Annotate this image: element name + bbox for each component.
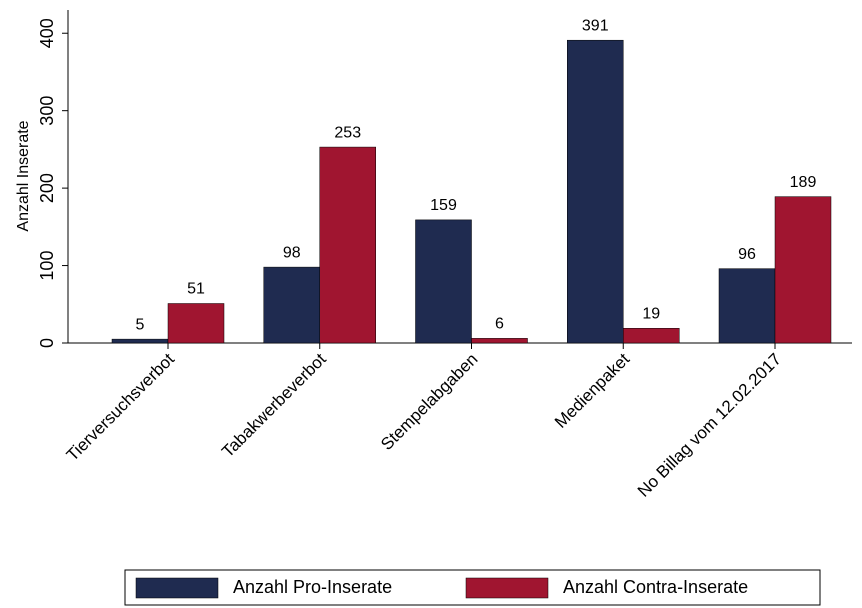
- x-tick-label: Tierversuchsverbot: [63, 349, 178, 464]
- y-tick-label: 200: [37, 173, 57, 203]
- legend-label: Anzahl Contra-Inserate: [563, 577, 748, 597]
- bar: [263, 266, 320, 344]
- x-tick-label: Tabakwerbeverbot: [218, 349, 330, 461]
- bar: [623, 328, 680, 344]
- value-label: 96: [738, 246, 756, 263]
- y-tick-label: 300: [37, 96, 57, 126]
- value-label: 253: [334, 124, 361, 141]
- x-tick-label: Stempelabgaben: [377, 350, 481, 454]
- y-tick-label: 0: [37, 338, 57, 348]
- value-label: 189: [790, 174, 817, 191]
- legend-label: Anzahl Pro-Inserate: [233, 577, 392, 597]
- bar: [471, 338, 528, 344]
- y-tick-label: 400: [37, 18, 57, 48]
- value-label: 5: [136, 316, 145, 333]
- bar: [718, 268, 776, 344]
- bar: [167, 303, 225, 344]
- legend-swatch: [135, 577, 219, 599]
- y-axis-label: Anzahl Inserate: [15, 120, 32, 231]
- value-label: 51: [187, 281, 205, 298]
- legend-swatch: [465, 577, 549, 599]
- bar: [567, 39, 624, 344]
- bar: [111, 338, 169, 344]
- value-label: 19: [642, 306, 660, 323]
- x-tick-label: No Billag vom 12.02.2017: [634, 350, 785, 501]
- bar: [774, 196, 832, 344]
- x-tick-label: Medienpaket: [551, 349, 633, 431]
- value-label: 391: [582, 17, 609, 34]
- value-label: 6: [495, 316, 504, 333]
- bar: [415, 219, 472, 344]
- bar: [319, 146, 376, 344]
- value-label: 159: [430, 197, 457, 214]
- y-tick-label: 100: [37, 251, 57, 281]
- value-label: 98: [283, 244, 301, 261]
